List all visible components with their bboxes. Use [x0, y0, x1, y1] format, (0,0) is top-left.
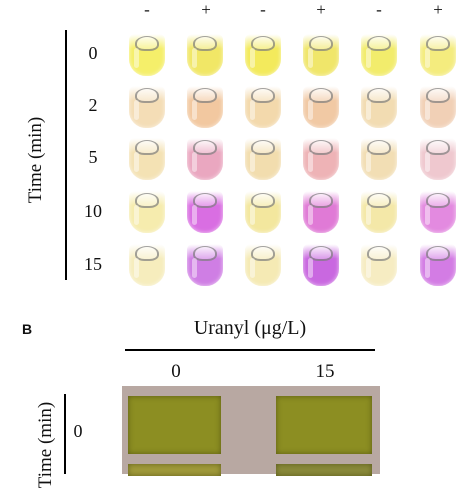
sample-tube: [129, 34, 165, 76]
sample-tube: [129, 244, 165, 286]
sample-tube: [187, 34, 223, 76]
sample-tube: [303, 86, 339, 128]
sample-tube: [420, 34, 456, 76]
concentration-label: 15: [315, 361, 335, 382]
condition-label: -: [260, 0, 266, 19]
sample-tube: [303, 191, 339, 233]
color-swatch: [276, 464, 372, 476]
time-label: 5: [88, 147, 98, 167]
time-label: 2: [88, 95, 98, 115]
sample-tube: [361, 138, 397, 180]
time-axis-bracket: [64, 394, 66, 474]
condition-label: +: [433, 0, 443, 19]
time-label: 0: [73, 421, 83, 441]
sample-tube: [303, 138, 339, 180]
sample-tube: [420, 191, 456, 233]
time-label: 15: [84, 254, 102, 274]
sample-tube: [303, 244, 339, 286]
sample-tube: [245, 191, 281, 233]
condition-label: +: [316, 0, 326, 19]
sample-tube: [420, 244, 456, 286]
time-axis-bracket: [65, 30, 67, 280]
sample-tube: [187, 244, 223, 286]
sample-tube: [187, 138, 223, 180]
time-label: 0: [88, 43, 98, 63]
sample-tube: [245, 138, 281, 180]
sample-tube: [420, 138, 456, 180]
color-swatch: [128, 396, 221, 454]
uranyl-title: Uranyl (μg/L): [193, 317, 307, 339]
sample-tube: [361, 34, 397, 76]
sample-tube: [245, 86, 281, 128]
panel-label: B: [22, 321, 33, 337]
sample-tube: [245, 34, 281, 76]
condition-label: +: [201, 0, 211, 19]
sample-tube: [129, 86, 165, 128]
sample-tube: [245, 244, 281, 286]
sample-tube: [303, 34, 339, 76]
condition-label: -: [144, 0, 150, 19]
color-swatch: [128, 464, 221, 476]
sample-tube: [420, 86, 456, 128]
sample-tube: [361, 244, 397, 286]
condition-label: -: [376, 0, 382, 19]
time-label: 10: [84, 201, 102, 221]
sample-tube: [361, 86, 397, 128]
color-swatch: [276, 396, 372, 454]
header-rule: [125, 349, 375, 351]
test-strip-photo: [122, 386, 380, 476]
sample-tube: [129, 138, 165, 180]
sample-tube: [187, 191, 223, 233]
sample-tube: [361, 191, 397, 233]
sample-tube: [129, 191, 165, 233]
sample-tube: [187, 86, 223, 128]
concentration-label: 0: [171, 361, 181, 382]
